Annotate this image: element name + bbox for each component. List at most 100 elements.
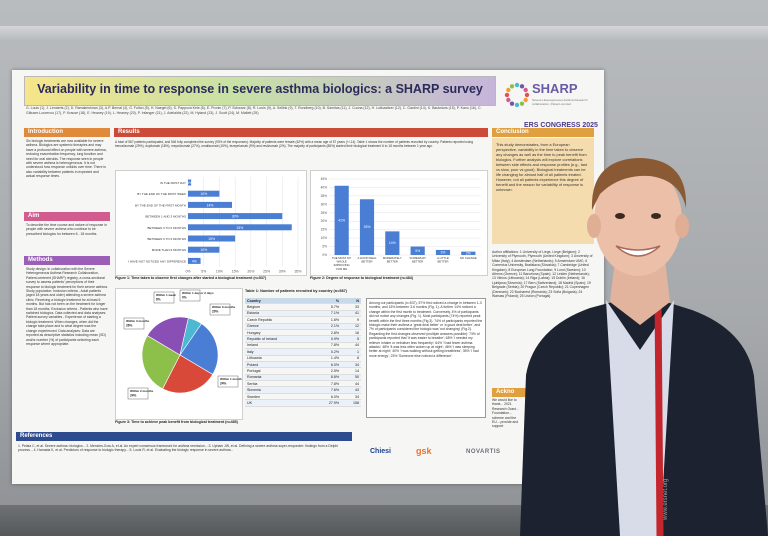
table-cell: Greece — [245, 323, 313, 330]
table-row: Lithuania 1.4% 8 — [245, 355, 361, 362]
table-cell: 5 — [341, 335, 361, 343]
fig1-bar — [188, 213, 283, 220]
sponsor-chiesi: Chiesi — [370, 448, 392, 455]
country-table-header-cell: % — [312, 298, 342, 305]
table-cell: Italy — [245, 348, 313, 356]
fig1-category-label: BETWEEN 6 TO 9 MONTHS — [147, 237, 186, 241]
table-cell: Belgium — [245, 303, 313, 311]
aim-heading: Aim — [24, 212, 110, 221]
fig1-bar — [188, 201, 232, 208]
table-cell: 44 — [341, 380, 361, 388]
table-cell: 7.1% — [312, 310, 342, 318]
fig1-value-label: 4% — [192, 259, 197, 263]
table-cell: 27.9% — [312, 399, 342, 407]
fig2-category-label: BETTER — [387, 260, 398, 264]
aim-text: To describe the time course and nature o… — [26, 223, 107, 236]
fig3-slice-value: 6% — [156, 298, 161, 302]
fig1-bar — [188, 257, 201, 264]
table-row: Sweden 6.0% 34 — [245, 393, 361, 401]
fig3-slice-label: Within 1 day or 2 days — [182, 291, 214, 295]
fig2-value-label: 41% — [338, 218, 345, 222]
table-cell: Serbia — [245, 380, 313, 388]
country-table-header: Country% N — [245, 298, 361, 305]
figure-2-svg: 0% 5% 10% 15% 20% 25% 30% 35% 40% 45% 41% THE MOST … — [321, 177, 481, 271]
fig2-bar — [435, 249, 451, 255]
fig1-x-tick-label: 0% — [185, 270, 190, 274]
figure-1-title: Figure 1: Time taken to observe first ch… — [115, 276, 267, 280]
logo-dot — [506, 87, 511, 93]
fig2-category-label: A GOOD DEAL — [357, 256, 377, 260]
table-cell: 50 — [341, 374, 361, 382]
table-cell: UK — [245, 399, 313, 407]
table-cell: Slovenia — [245, 386, 313, 394]
fig2-category-label: FOR ME — [336, 267, 347, 271]
fig3-label-box — [127, 387, 149, 400]
fig2-category-label: A LITTLE — [437, 256, 449, 260]
introduction-text: Six biologic treatments are now availabl… — [26, 139, 107, 179]
results-heading: Results — [114, 128, 488, 137]
table-row: Serbia 7.8% 44 — [245, 380, 361, 388]
logo-dot — [506, 97, 511, 103]
figure-3-chart: Within 1 month 24% Within 2 months 24% Withi… — [115, 288, 243, 420]
sponsor-novartis: NOVARTIS — [466, 449, 501, 455]
fig2-value-label: 2% — [466, 251, 471, 255]
table-cell: 7.6% — [312, 386, 342, 394]
poster-authors: G. Louis (1), J. Lenaerts (2), D. Ramakr… — [26, 106, 482, 115]
lanyard-text: www.ersnet.org — [663, 478, 669, 520]
table-cell: 34 — [341, 393, 361, 401]
table-cell: Sweden — [245, 393, 313, 401]
table-cell: Lithuania — [245, 355, 313, 362]
fig2-y-tick-label: 5% — [322, 245, 327, 249]
table-cell: 6.0% — [312, 393, 342, 401]
fig1-x-tick-label: 35% — [294, 270, 301, 274]
country-table-header-cell: N — [341, 298, 361, 305]
table-row: Estonia 7.1% 41 — [245, 310, 361, 318]
fig3-slice-label: Within 1 week — [156, 293, 176, 297]
conclusion-text: This study demonstrates, from a European… — [496, 142, 587, 192]
table-row: Czech Republic 1.6% 9 — [245, 316, 361, 324]
acknowledgements-text: We would like to thank... 2021 Research … — [492, 398, 519, 428]
conclusion-heading: Conclusion — [492, 128, 594, 137]
fig3-label-box — [123, 317, 145, 330]
fig2-y-tick-label: 30% — [321, 202, 328, 206]
table-cell: 8 — [341, 355, 361, 362]
logo-dot — [509, 84, 515, 89]
left-eye — [615, 213, 625, 219]
fig2-category-label: BETTER — [437, 260, 448, 264]
fig3-pie-slice — [179, 323, 219, 375]
fig2-value-label: 3% — [441, 250, 446, 254]
logo-dot — [509, 101, 515, 106]
fig2-bar — [385, 231, 400, 255]
fig1-category-label: BETWEEN 1 AND 3 MONTHS — [145, 215, 186, 219]
fig3-slice-value: 0% — [182, 296, 187, 300]
fig2-value-label: 5% — [415, 249, 420, 253]
fig1-x-tick-label: 30% — [279, 270, 286, 274]
logo-dot — [523, 97, 528, 103]
lanyard — [654, 297, 664, 536]
table-row: Portugal 2.5% 14 — [245, 367, 361, 375]
poster-board-rail — [0, 26, 768, 42]
fig1-bar — [188, 224, 292, 231]
table-row: Hungary 2.8% 16 — [245, 329, 361, 337]
fig1-category-label: I HAVE NOT NOTICED ANY DIFFERENCE — [128, 259, 186, 263]
fig1-value-label: 10% — [200, 248, 207, 252]
references-heading: References — [16, 432, 352, 441]
research-poster: Variability in time to response in sever… — [12, 70, 604, 484]
table-cell: 16 — [341, 329, 361, 337]
presenter-person — [520, 158, 768, 536]
table-cell: 6.0% — [312, 361, 342, 369]
fig2-category-label: IMPROVING — [334, 263, 350, 267]
fig1-category-label: IN THE FIRST DAY — [160, 181, 186, 185]
table-row: Republic of Ireland 0.9% 5 — [245, 335, 361, 343]
fig2-category-label: THE MOST MY — [332, 256, 352, 260]
table-cell: 7.8% — [312, 380, 342, 388]
fig2-category-label: WHOLE — [337, 260, 347, 264]
table-cell: Ireland — [245, 342, 313, 350]
fig2-bar — [410, 246, 425, 255]
fig1-x-tick-label: 10% — [216, 270, 223, 274]
fig3-slice-label: Within 3 months — [126, 319, 150, 323]
acknowledgements-heading: Ackno — [492, 388, 532, 397]
table-cell: Estonia — [245, 310, 313, 318]
fig3-label-box — [153, 291, 175, 304]
